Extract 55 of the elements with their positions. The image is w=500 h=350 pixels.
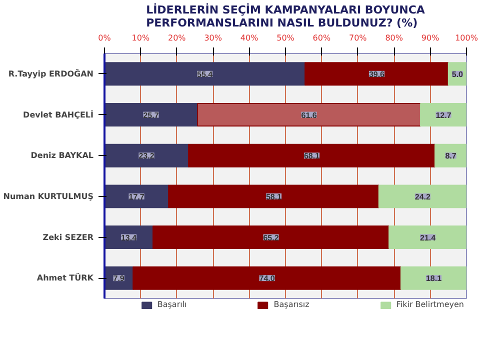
bar: [104, 184, 170, 208]
legend-label: Fikir Belirtmeyen: [396, 300, 464, 309]
x-tick-label: 0%: [98, 34, 112, 42]
bar: [132, 266, 402, 290]
bar: [104, 103, 198, 126]
x-tick-label: 80%: [385, 34, 404, 42]
data-label: 25.7: [143, 110, 160, 120]
data-label: 23.2: [138, 152, 155, 161]
x-tick-label: 40%: [240, 34, 259, 42]
data-label: 55.4: [196, 70, 214, 79]
x-tick-label: 20%: [168, 34, 186, 42]
bar: [197, 103, 422, 126]
data-label: 7.9: [113, 274, 125, 284]
bar: [168, 184, 380, 208]
x-tick-label: 70%: [349, 34, 368, 42]
data-label: 74.0: [259, 274, 276, 284]
data-label: 58.1: [266, 192, 282, 202]
data-label: 13.4: [120, 233, 138, 242]
x-tick-label: 60%: [312, 34, 331, 42]
data-label: 12.7: [436, 110, 452, 120]
bar: [152, 226, 390, 249]
bar: [304, 62, 449, 86]
y-tick-label: Ahmet TÜRK: [36, 272, 94, 283]
bar: [434, 144, 466, 168]
bar: [400, 266, 466, 290]
data-label: 21.4: [420, 233, 436, 242]
y-tick-label: Numan KURTULMUŞ: [3, 192, 94, 201]
data-label: 18.1: [426, 274, 442, 284]
data-label: 5.0: [452, 70, 464, 79]
x-tick-label: 50%: [276, 34, 295, 42]
y-tick-label: Zeki SEZER: [42, 232, 94, 242]
x-tick-label: 90%: [421, 34, 440, 42]
data-label: 17.7: [128, 192, 145, 202]
y-tick-label: Devlet BAHÇELİ: [23, 109, 94, 120]
bar: [420, 103, 466, 126]
x-tick-label: 30%: [204, 34, 222, 42]
bar: [188, 144, 436, 168]
legend-label: Başarılı: [157, 300, 187, 309]
bar: [104, 144, 189, 168]
x-tick-label: 10%: [132, 34, 150, 42]
data-label: 65.2: [263, 233, 280, 242]
bar: [104, 62, 306, 86]
data-label: 61.6: [301, 110, 318, 120]
chart-title: LİDERLERİN SEÇİM KAMPANYALARI BOYUNCA PERFORMANSLARINI NASIL BULDUNUZ? (%): [146, 2, 426, 30]
data-label: 8.7: [445, 152, 457, 161]
legend-label: Başarısız: [274, 300, 310, 309]
y-tick-label: Deniz BAYKAL: [30, 151, 94, 160]
data-label: 24.2: [414, 192, 432, 202]
x-tick-label: 100%: [455, 34, 478, 42]
bar: [388, 226, 466, 249]
data-label: 68.1: [304, 152, 320, 161]
bar: [104, 226, 154, 249]
bar: [378, 184, 466, 208]
y-tick-label: R.Tayyip ERDOĞAN: [8, 68, 94, 78]
data-label: 39.6: [368, 70, 386, 79]
